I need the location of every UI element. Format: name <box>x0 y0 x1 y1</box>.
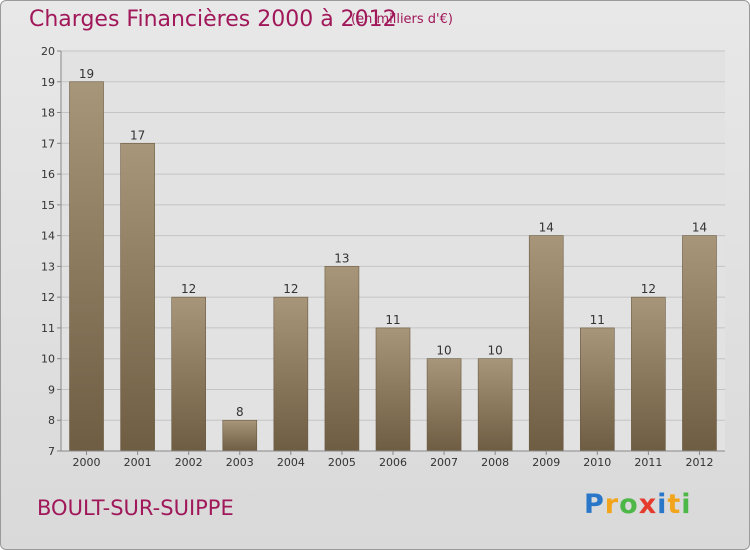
x-tick-label: 2011 <box>634 456 662 469</box>
bar <box>171 296 206 452</box>
bar <box>324 266 360 452</box>
y-tick-label: 11 <box>41 322 55 335</box>
x-tick-label: 2009 <box>532 456 560 469</box>
x-tick-label: 2006 <box>379 456 407 469</box>
bar <box>528 235 564 452</box>
y-tick-label: 15 <box>41 199 55 212</box>
bar-value-label: 17 <box>130 128 145 142</box>
bar-value-label: 11 <box>590 313 605 327</box>
bar <box>580 327 615 452</box>
x-tick-label: 2007 <box>430 456 458 469</box>
bar <box>120 143 155 452</box>
bar-value-label: 10 <box>436 344 451 358</box>
x-tick-label: 2012 <box>685 456 713 469</box>
y-tick-label: 18 <box>41 107 55 120</box>
y-tick-label: 14 <box>41 230 55 243</box>
bar <box>273 296 309 452</box>
bar-value-label: 8 <box>236 405 244 419</box>
x-tick-label: 2003 <box>226 456 254 469</box>
bars-layer: 19 17 12 8 12 13 11 10 10 14 11 12 14 <box>69 67 717 452</box>
x-tick-label: 2005 <box>328 456 356 469</box>
bar-value-label: 14 <box>692 221 707 235</box>
bar-value-label: 11 <box>385 313 400 327</box>
ticks-layer: 7 8 9 10 11 12 13 14 15 16 17 18 19 20 2000 2001 2002 200… <box>41 45 725 469</box>
y-tick-label: 7 <box>48 445 55 458</box>
commune-name: BOULT-SUR-SUIPPE <box>37 496 234 520</box>
x-tick-label: 2008 <box>481 456 509 469</box>
proxiti-logo: Proxiti <box>584 489 692 520</box>
x-tick-label: 2001 <box>124 456 152 469</box>
y-tick-label: 10 <box>41 353 55 366</box>
x-tick-label: 2010 <box>583 456 611 469</box>
bar-value-label: 14 <box>539 221 554 235</box>
bar-value-label: 19 <box>79 67 94 81</box>
bar-value-label: 12 <box>283 282 298 296</box>
bar-value-label: 12 <box>641 282 656 296</box>
bar <box>631 296 666 452</box>
y-tick-label: 17 <box>41 137 55 150</box>
y-tick-label: 20 <box>41 45 55 58</box>
bar <box>375 327 411 452</box>
x-tick-label: 2004 <box>277 456 305 469</box>
bar <box>682 235 717 452</box>
x-tick-label: 2000 <box>73 456 101 469</box>
y-tick-label: 13 <box>41 260 55 273</box>
y-tick-label: 8 <box>48 414 55 427</box>
bar <box>222 419 258 452</box>
y-tick-label: 16 <box>41 168 55 181</box>
bar <box>477 358 513 452</box>
y-tick-label: 9 <box>48 383 55 396</box>
chart-subtitle: (en milliers d'€) <box>351 12 453 27</box>
bar <box>69 81 104 452</box>
x-tick-label: 2002 <box>175 456 203 469</box>
y-tick-label: 19 <box>41 76 55 89</box>
bar-value-label: 10 <box>488 344 503 358</box>
chart-title: Charges Financières 2000 à 2012 <box>29 7 397 32</box>
y-tick-label: 12 <box>41 291 55 304</box>
bar <box>426 358 462 452</box>
bar-value-label: 13 <box>334 251 349 265</box>
bar-value-label: 12 <box>181 282 196 296</box>
